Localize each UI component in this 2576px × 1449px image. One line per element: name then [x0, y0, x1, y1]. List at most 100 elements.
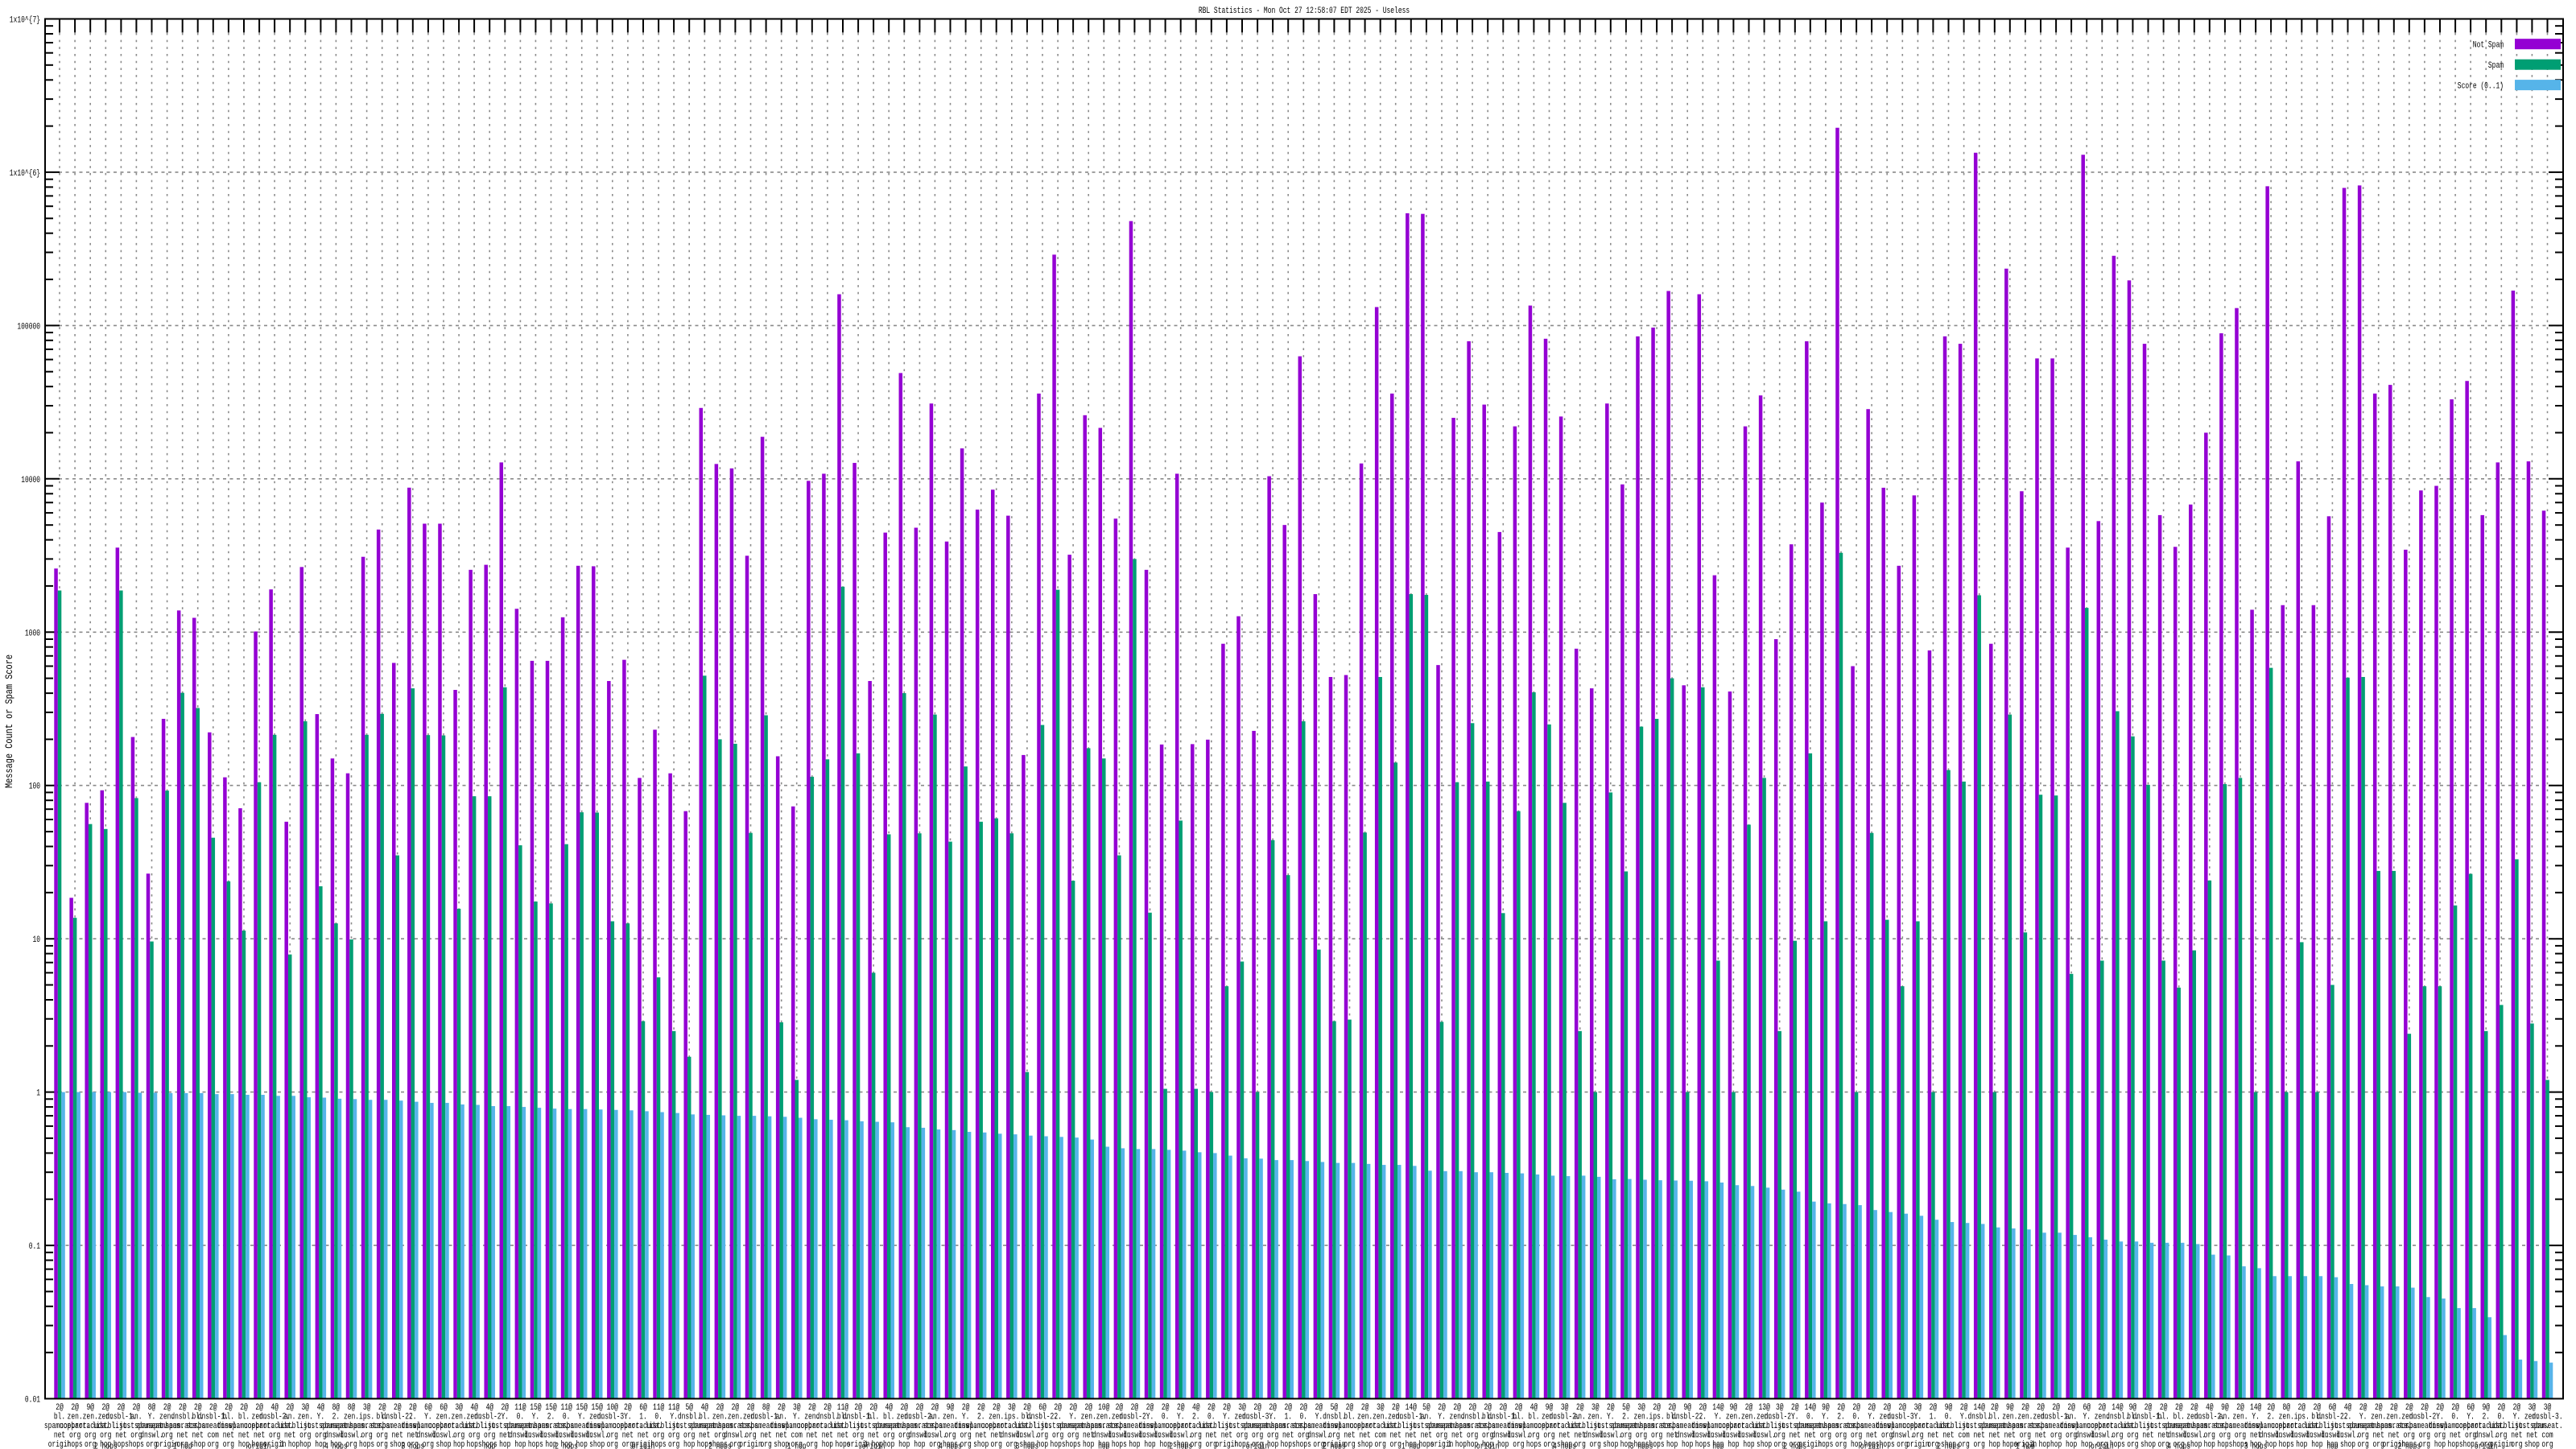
svg-text:org: org — [1191, 1431, 1202, 1441]
svg-text:dnsbl-1.: dnsbl-1. — [198, 1413, 229, 1422]
svg-text:org: org — [2157, 1440, 2169, 1449]
svg-text:2.: 2. — [2344, 1413, 2352, 1422]
svg-text:org: org — [1774, 1431, 1785, 1441]
svg-text:hops: hops — [1695, 1440, 1711, 1449]
svg-text:spamcop.: spamcop. — [229, 1422, 259, 1431]
svg-text:net: net — [991, 1431, 1002, 1441]
svg-text:zen.: zen. — [83, 1413, 98, 1422]
svg-text:4@: 4@ — [270, 1403, 279, 1413]
svg-text:3 hops: 3 hops — [2244, 1443, 2268, 1449]
svg-text:shop: shop — [190, 1440, 205, 1449]
svg-text:5@: 5@ — [685, 1403, 693, 1413]
svg-text:abuseat.: abuseat. — [1058, 1422, 1088, 1431]
svg-text:hop: hop — [2265, 1440, 2277, 1449]
svg-text:dnsbl.: dnsbl. — [816, 1413, 840, 1422]
svg-text:dnswl.: dnswl. — [509, 1431, 532, 1441]
svg-text:14@: 14@ — [1406, 1403, 1418, 1413]
svg-text:org: org — [1835, 1431, 1847, 1441]
svg-text:dnswl.: dnswl. — [1737, 1431, 1761, 1441]
svg-text:2@: 2@ — [2236, 1403, 2244, 1413]
svg-text:org: org — [944, 1431, 956, 1441]
svg-text:2 hops: 2 hops — [2398, 1443, 2421, 1449]
svg-text:6@: 6@ — [2329, 1403, 2337, 1413]
svg-text:hops: hops — [697, 1440, 712, 1449]
svg-text:2@: 2@ — [916, 1403, 924, 1413]
svg-text:org: org — [1067, 1431, 1079, 1441]
svg-text:sorbs.: sorbs. — [1476, 1422, 1500, 1431]
svg-text:3@: 3@ — [363, 1403, 371, 1413]
svg-text:origin: origin — [1476, 1443, 1500, 1449]
svg-text:justspam.: justspam. — [1225, 1422, 1260, 1431]
svg-text:org: org — [1006, 1440, 1018, 1449]
svg-text:sorbs.: sorbs. — [555, 1422, 578, 1431]
svg-text:sorbs.: sorbs. — [370, 1422, 394, 1431]
svg-text:Y.: Y. — [1269, 1413, 1277, 1422]
svg-text:bl.: bl. — [2174, 1413, 2185, 1422]
svg-text:net: net — [2250, 1431, 2261, 1441]
svg-text:origin: origin — [1906, 1440, 1930, 1449]
svg-text:net: net — [1805, 1431, 1816, 1441]
svg-text:net: net — [2526, 1431, 2537, 1441]
svg-text:an.: an. — [1421, 1413, 1432, 1422]
svg-text:zen.: zen. — [897, 1413, 912, 1422]
svg-text:barracuda.: barracuda. — [993, 1422, 1031, 1431]
svg-text:Y.: Y. — [1960, 1413, 1968, 1422]
svg-text:2@: 2@ — [2498, 1403, 2506, 1413]
svg-text:0.: 0. — [1945, 1413, 1953, 1422]
svg-text:3@: 3@ — [455, 1403, 463, 1413]
svg-text:spameatin.: spameatin. — [931, 1422, 970, 1431]
svg-text:net: net — [1575, 1431, 1586, 1441]
svg-text:sorbs.: sorbs. — [186, 1422, 209, 1431]
svg-text:abuseat.: abuseat. — [2532, 1422, 2562, 1431]
svg-text:3 hops: 3 hops — [402, 1443, 425, 1449]
svg-text:org: org — [2465, 1431, 2476, 1441]
svg-text:list.: list. — [1033, 1422, 1052, 1431]
svg-text:3@: 3@ — [1591, 1403, 1600, 1413]
svg-text:org: org — [1252, 1431, 1263, 1441]
svg-text:dnswl.: dnswl. — [2306, 1431, 2329, 1441]
svg-text:2@: 2@ — [2190, 1403, 2198, 1413]
svg-text:origin: origin — [1216, 1440, 1239, 1449]
svg-text:hop: hop — [1159, 1440, 1170, 1449]
svg-text:bl.: bl. — [54, 1413, 65, 1422]
svg-text:net: net — [2142, 1431, 2153, 1441]
svg-text:2@: 2@ — [209, 1403, 217, 1413]
svg-text:net: net — [284, 1431, 295, 1441]
svg-text:shop: shop — [1173, 1440, 1188, 1449]
svg-text:an.: an. — [776, 1413, 787, 1422]
svg-text:org: org — [1052, 1431, 1063, 1441]
svg-text:com: com — [2541, 1431, 2553, 1441]
svg-text:barracuda.: barracuda. — [2099, 1422, 2137, 1431]
svg-text:10000: 10000 — [21, 476, 40, 485]
svg-text:net: net — [1927, 1431, 1938, 1441]
svg-text:shop: shop — [1019, 1440, 1034, 1449]
svg-text:sorbs.: sorbs. — [1108, 1422, 1131, 1431]
svg-text:11@: 11@ — [837, 1403, 849, 1413]
svg-text:1.: 1. — [1284, 1413, 1292, 1422]
svg-text:zen.: zen. — [1880, 1413, 1895, 1422]
svg-text:hops: hops — [2448, 1440, 2463, 1449]
svg-text:dnswl.: dnswl. — [1707, 1431, 1730, 1441]
svg-text:net: net — [760, 1431, 771, 1441]
svg-text:net: net — [2157, 1431, 2169, 1441]
svg-text:zen.: zen. — [989, 1413, 1004, 1422]
svg-text:8@: 8@ — [2282, 1403, 2290, 1413]
svg-text:com: com — [1958, 1431, 1970, 1441]
svg-text:abuseat.: abuseat. — [1979, 1422, 2010, 1431]
svg-text:hops: hops — [651, 1440, 667, 1449]
svg-text:listbl.: listbl. — [645, 1422, 671, 1431]
svg-text:9@: 9@ — [86, 1403, 94, 1413]
svg-text:an.: an. — [2219, 1413, 2231, 1422]
svg-text:8@: 8@ — [348, 1403, 356, 1413]
svg-text:zen.: zen. — [804, 1413, 819, 1422]
svg-text:net: net — [223, 1431, 234, 1441]
svg-text:org: org — [1543, 1440, 1554, 1449]
svg-text:dnswl.: dnswl. — [2321, 1431, 2344, 1441]
svg-text:listbl.: listbl. — [1198, 1422, 1224, 1431]
svg-text:dnsbl-2.: dnsbl-2. — [474, 1413, 505, 1422]
svg-text:org: org — [960, 1431, 971, 1441]
svg-text:origin: origin — [862, 1443, 886, 1449]
svg-text:9@: 9@ — [1683, 1403, 1691, 1413]
svg-text:listbl.: listbl. — [1935, 1422, 1962, 1431]
svg-text:Y.: Y. — [502, 1413, 510, 1422]
